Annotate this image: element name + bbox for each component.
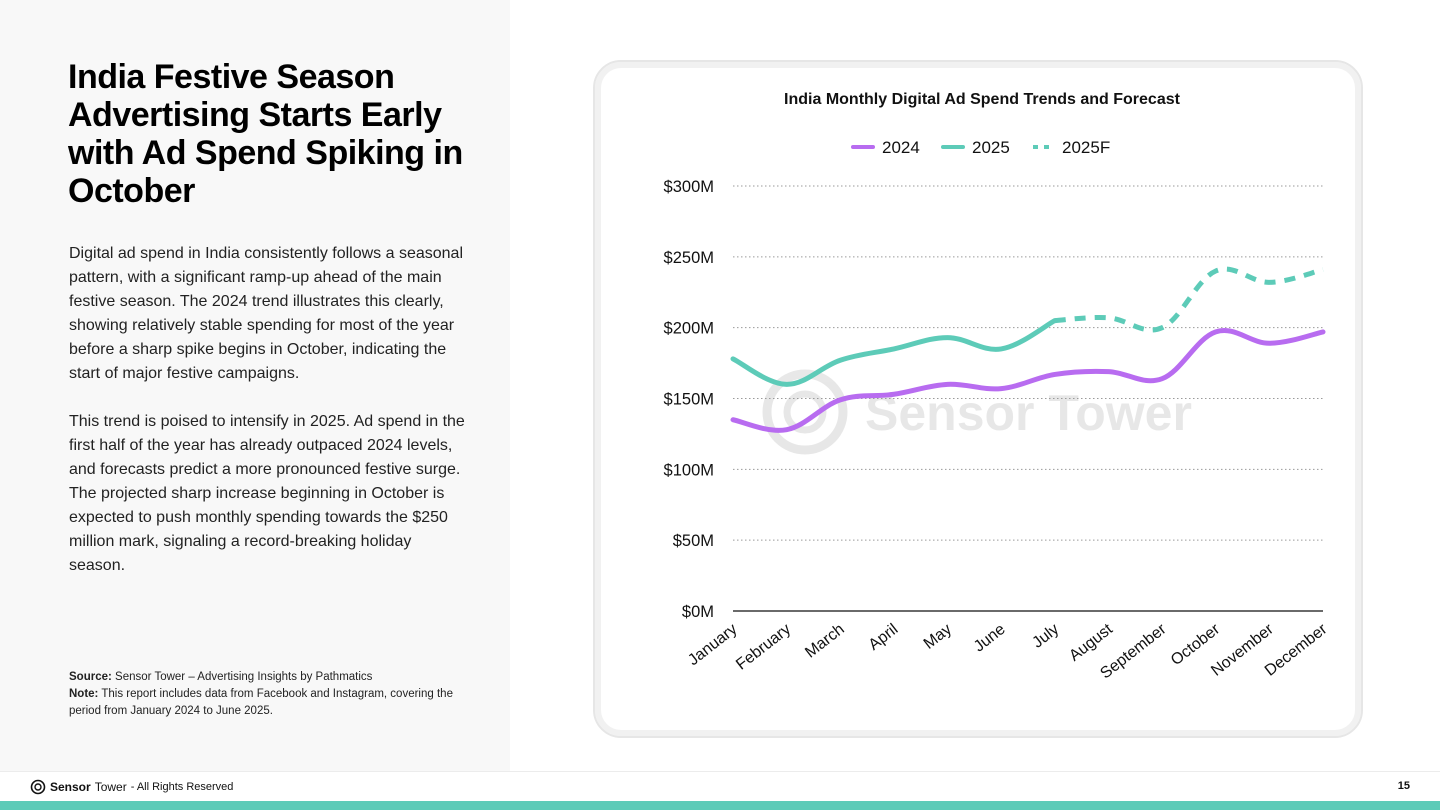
y-tick-label: $50M xyxy=(673,532,714,550)
legend-label-2024: 2024 xyxy=(882,138,920,157)
watermark: Sensor Tower xyxy=(762,369,1192,455)
body-paragraph-1: Digital ad spend in India consistently f… xyxy=(69,245,464,382)
line-chart: Sensor Tower India Monthly Digital Ad Sp… xyxy=(664,91,1331,682)
y-tick-label: $0M xyxy=(682,603,714,621)
body-paragraph-2: This trend is poised to intensify in 202… xyxy=(69,413,465,574)
x-tick-label: January xyxy=(685,621,740,669)
chart-title: India Monthly Digital Ad Spend Trends an… xyxy=(784,91,1181,108)
x-tick-label: February xyxy=(733,621,794,674)
series-line-2025f xyxy=(1054,266,1324,333)
x-tick-label: May xyxy=(921,621,955,653)
page-title: India Festive Season Advertising Starts … xyxy=(68,58,463,210)
source-text: Sensor Tower – Advertising Insights by P… xyxy=(115,671,373,683)
watermark-logo-icon xyxy=(762,369,848,455)
left-panel xyxy=(0,0,510,771)
footer-brand-bold: Sensor xyxy=(50,780,91,794)
y-axis: $0M $50M $100M $150M $200M $250M $300M xyxy=(664,178,714,621)
sensor-tower-logo-icon xyxy=(30,779,46,795)
x-tick-label: April xyxy=(866,621,902,654)
series-line-2025 xyxy=(730,318,1058,387)
series-line-2024 xyxy=(730,328,1326,433)
y-tick-label: $100M xyxy=(664,461,714,479)
footer-brand-light: Tower xyxy=(94,780,127,794)
note-line: Note: This report includes data from Fac… xyxy=(69,686,469,720)
y-tick-label: $150M xyxy=(664,391,714,409)
y-tick-label: $250M xyxy=(664,249,714,267)
note-label: Note: xyxy=(69,688,99,700)
x-tick-label: June xyxy=(971,621,1009,656)
y-tick-label: $300M xyxy=(664,178,714,196)
source-note: Source: Sensor Tower – Advertising Insig… xyxy=(69,669,469,720)
watermark-text: Sensor Tower xyxy=(865,385,1192,441)
bottom-accent-bar xyxy=(0,801,1440,810)
page-number: 15 xyxy=(1397,780,1410,792)
grid-lines xyxy=(733,185,1323,612)
x-tick-label: August xyxy=(1066,620,1116,664)
y-tick-label: $200M xyxy=(664,320,714,338)
x-tick-label: July xyxy=(1029,621,1062,652)
source-line: Source: Sensor Tower – Advertising Insig… xyxy=(69,669,469,686)
legend-label-2025f: 2025F xyxy=(1062,138,1110,157)
source-label: Source: xyxy=(69,671,112,683)
footer: Sensor Tower - All Rights Reserved xyxy=(30,779,233,795)
series-lines xyxy=(730,266,1326,433)
note-text: This report includes data from Facebook … xyxy=(69,688,453,717)
footer-divider xyxy=(0,771,1440,772)
footer-rights: - All Rights Reserved xyxy=(130,781,234,793)
chart-legend: 2024 2025 2025F xyxy=(851,138,1110,157)
legend-label-2025: 2025 xyxy=(972,138,1010,157)
x-tick-label: March xyxy=(802,621,847,662)
